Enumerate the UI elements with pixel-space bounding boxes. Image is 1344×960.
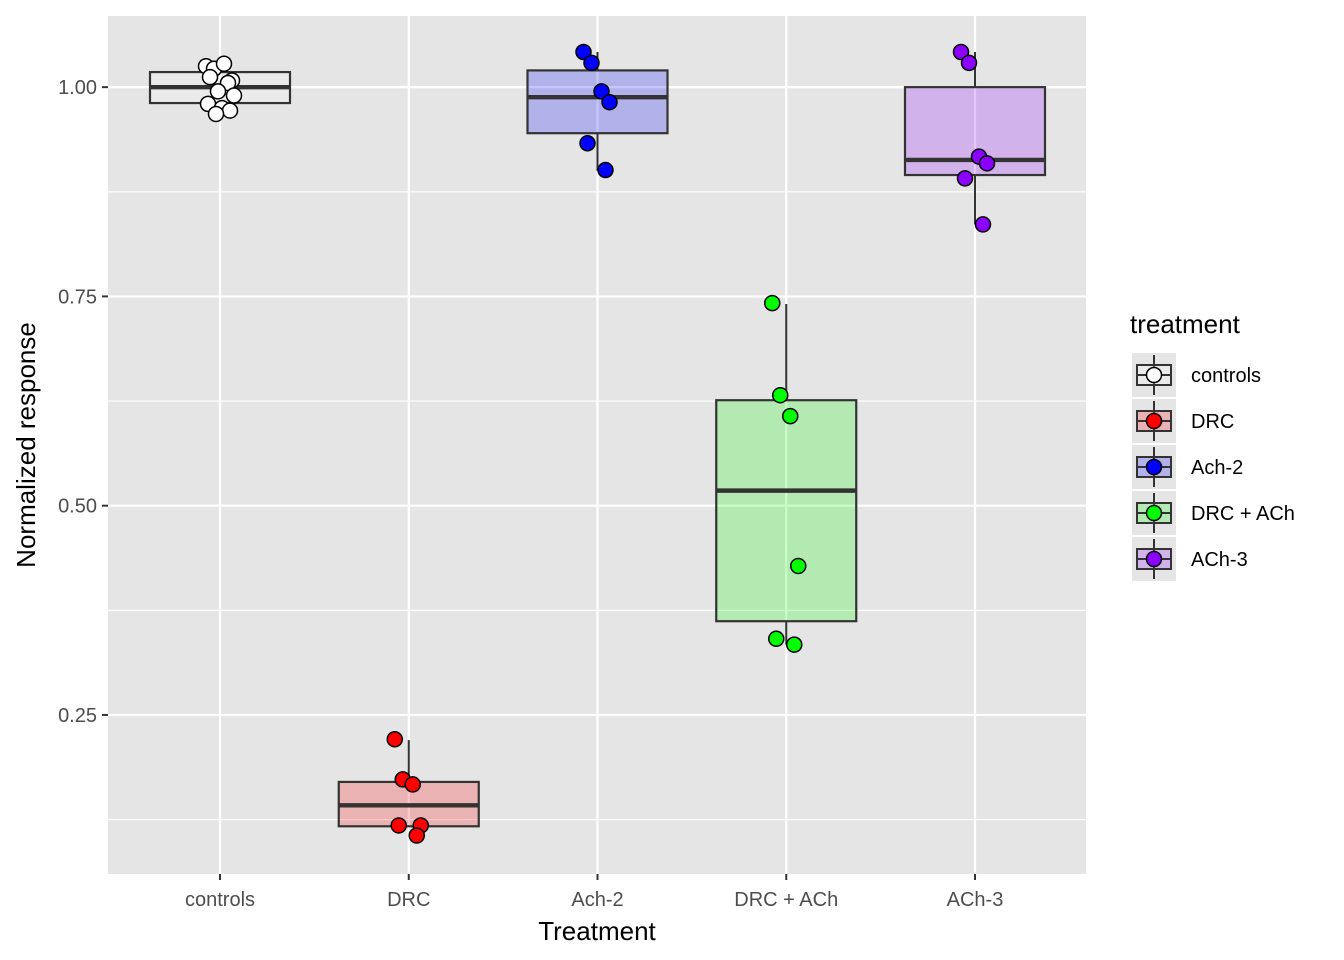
legend-label: ACh-3 — [1191, 549, 1248, 571]
box-iqr — [715, 399, 858, 623]
data-point — [215, 55, 233, 72]
data-point — [768, 630, 785, 648]
legend-key-drc-ach — [1132, 491, 1176, 535]
legend-title: treatment — [1130, 309, 1241, 339]
data-point — [786, 636, 803, 653]
legend-key-point — [1145, 504, 1163, 522]
legend-key-point — [1145, 458, 1163, 476]
y-tick-label: 0.25 — [58, 705, 97, 727]
points-layer — [197, 43, 996, 844]
data-point — [579, 134, 596, 152]
data-point — [386, 730, 403, 748]
data-point — [583, 54, 600, 72]
legend-key-point — [1145, 550, 1163, 568]
data-point — [952, 43, 970, 61]
data-point — [764, 294, 781, 312]
data-point — [221, 102, 239, 119]
data-point — [209, 83, 227, 100]
legend-label: DRC — [1191, 411, 1234, 433]
data-point — [772, 386, 789, 404]
data-point — [597, 161, 614, 179]
data-point — [956, 170, 974, 187]
legend: treatment controls DRC Ach-2 DRC + ACh ACh-3 — [1130, 309, 1295, 581]
x-tick-label: controls — [185, 889, 255, 911]
boxes-layer — [148, 51, 1047, 828]
legend-label: DRC + ACh — [1191, 503, 1295, 525]
y-tick-label: 1.00 — [58, 77, 97, 99]
x-tick-label: Ach-2 — [571, 889, 623, 911]
data-point — [408, 827, 425, 844]
data-point — [790, 557, 807, 575]
legend-key-ach-2 — [1132, 445, 1176, 489]
data-point — [960, 54, 978, 72]
y-tick-label: 0.75 — [58, 286, 97, 308]
legend-label: controls — [1191, 365, 1261, 387]
legend-key-ach-3 — [1132, 537, 1176, 581]
legend-key-point — [1145, 366, 1163, 384]
y-axis-title: Normalized response — [11, 322, 41, 568]
data-point — [390, 817, 407, 834]
data-point — [593, 83, 610, 100]
data-point — [601, 93, 618, 111]
x-tick-label: DRC + ACh — [734, 889, 838, 911]
data-point — [404, 776, 421, 793]
data-point — [207, 105, 225, 123]
x-axis-title: Treatment — [538, 916, 656, 946]
box-iqr — [526, 69, 669, 135]
legend-label: Ach-2 — [1191, 457, 1243, 479]
data-point — [974, 216, 992, 233]
box-ach-2 — [526, 51, 669, 171]
data-point — [575, 43, 592, 61]
legend-key-point — [1145, 412, 1163, 430]
legend-key-drc — [1132, 399, 1176, 443]
y-axis: 0.25 0.50 0.75 1.00 — [58, 77, 108, 727]
x-tick-label: DRC — [387, 889, 430, 911]
data-point — [782, 407, 799, 425]
legend-key-controls — [1132, 353, 1176, 397]
y-tick-label: 0.50 — [58, 496, 97, 518]
data-point — [201, 68, 219, 86]
data-point — [978, 155, 996, 172]
data-point — [225, 87, 243, 104]
x-axis: controls DRC Ach-2 DRC + ACh ACh-3 — [185, 874, 1003, 911]
x-tick-label: ACh-3 — [947, 889, 1004, 911]
